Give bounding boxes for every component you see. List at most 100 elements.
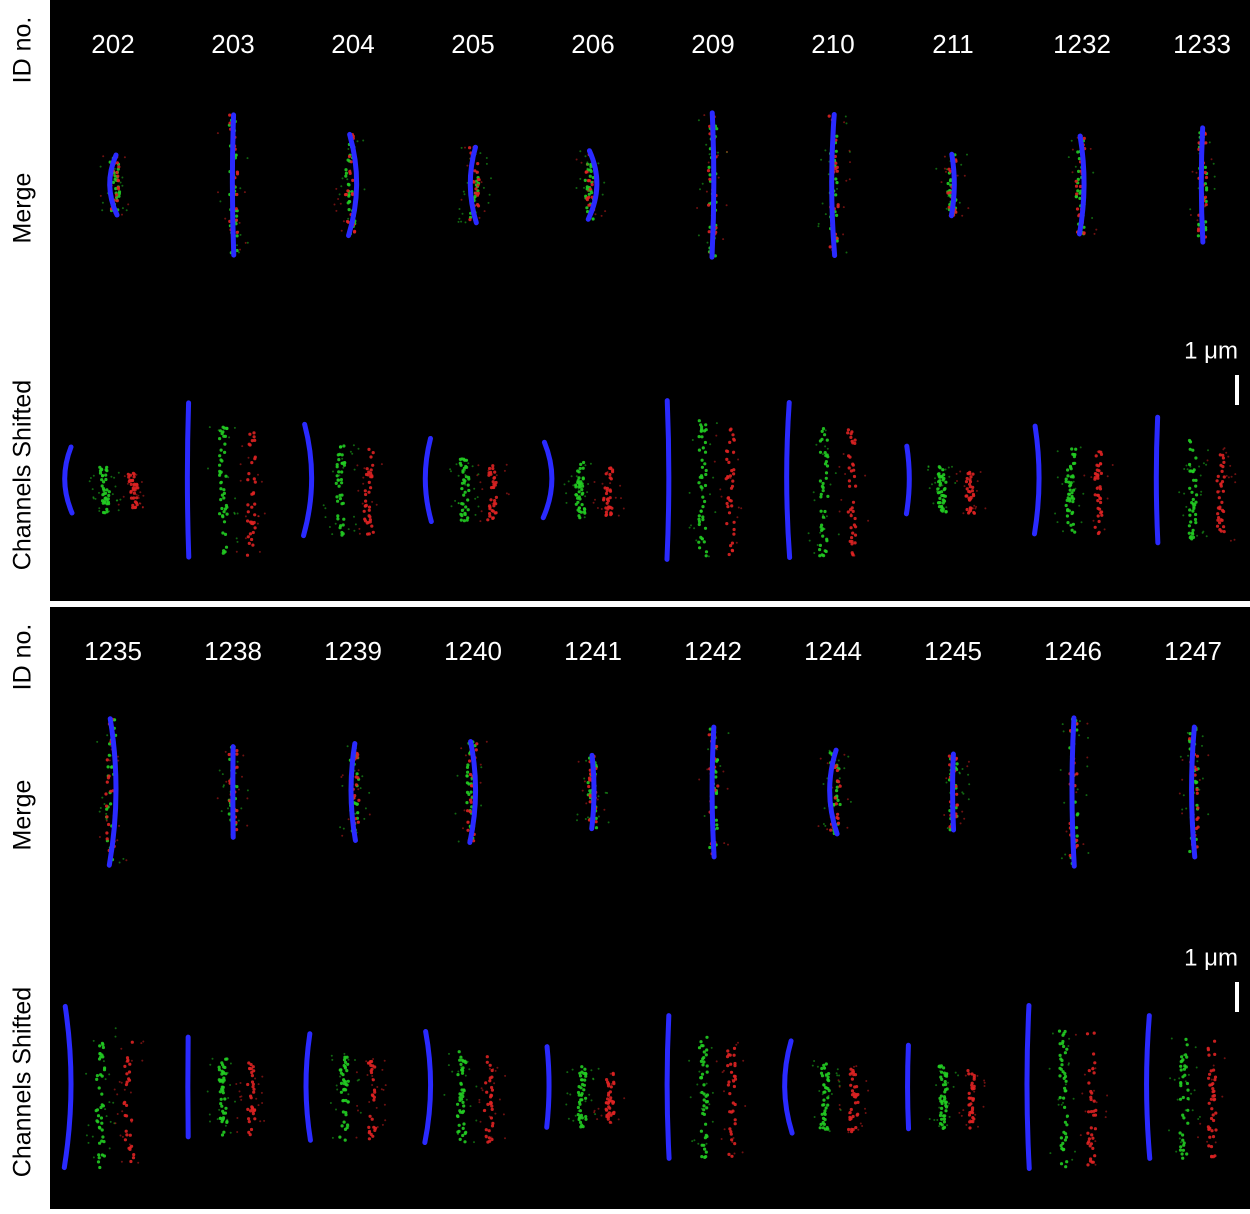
signal-dot [709,153,711,155]
signal-dot [458,1124,461,1127]
signal-dot [584,1097,587,1100]
signal-dot [849,1084,852,1087]
signal-dot [824,517,826,519]
signal-dot [809,540,811,542]
signal-dot [1084,1074,1086,1076]
signal-dot [103,1068,106,1071]
signal-dot [820,510,823,513]
signal-dot [104,497,107,500]
signal-dot [607,1118,610,1121]
signal-dot [1073,453,1076,456]
signal-dot [458,475,460,477]
signal-dot [1078,734,1080,736]
signal-dot [940,1095,943,1098]
signal-dot [577,476,580,479]
signal-dot [731,485,734,488]
signal-dot [949,179,952,182]
signal-dot [105,815,108,818]
blue-signal [187,403,188,557]
signal-dot [853,442,856,445]
signal-dot [119,1081,121,1083]
signal-dot [487,470,489,472]
signal-dot [335,210,337,212]
signal-dot [85,1073,87,1075]
signal-dot [236,244,238,246]
signal-dot [464,484,466,486]
signal-dot [239,187,241,189]
signal-dot [948,467,950,469]
signal-dot [466,498,469,501]
signal-dot [110,476,112,478]
signal-dot [342,444,345,447]
signal-dot [594,499,596,501]
signal-dot [346,1126,349,1129]
signal-dot [227,1097,229,1099]
signal-dot [855,1094,857,1096]
signal-dot [1179,1149,1182,1152]
signal-dot [1214,1128,1217,1131]
signal-dot [339,445,342,448]
signal-dot [466,791,469,794]
signal-dot [251,439,254,442]
blue-signal [908,1045,909,1128]
signal-dot [940,1118,943,1121]
signal-dot [1188,463,1191,466]
signal-dot [960,164,962,166]
signal-dot [970,507,973,510]
signal-dot [837,822,840,825]
signal-dot [140,1042,142,1044]
signal-dot [371,501,373,503]
signal-dot [130,1092,132,1094]
signal-dot [108,1073,110,1075]
signal-dot [218,1068,221,1071]
signal-dot [209,426,211,428]
signal-dot [1216,512,1219,515]
signal-dot [354,1059,356,1061]
signal-dot [218,1109,220,1111]
signal-dot [343,1053,345,1055]
signal-dot [102,480,105,483]
signal-dot [688,1060,690,1062]
signal-dot [928,466,930,468]
signal-dot [86,1134,88,1136]
signal-dot [568,1118,570,1120]
signal-dot [851,440,854,443]
signal-dot [343,1064,346,1067]
id-label: 1244 [804,636,862,666]
signal-dot [1092,1052,1095,1055]
signal-dot [230,1132,232,1134]
signal-dot [819,439,822,442]
signal-dot [356,811,359,814]
signal-dot [339,524,342,527]
signal-dot [1058,1067,1061,1070]
signal-dot [131,506,134,509]
signal-dot [700,1092,702,1094]
signal-dot [499,1099,501,1101]
signal-dot [356,753,359,756]
signal-dot [340,1091,343,1094]
signal-dot [847,798,849,800]
signal-dot [947,827,949,829]
signal-dot [852,1070,855,1073]
signal-dot [225,1125,227,1127]
signal-dot [814,1116,816,1118]
id-label: 209 [691,29,734,59]
signal-dot [92,1136,94,1138]
signal-dot [1218,507,1221,510]
signal-dot [1207,1144,1210,1147]
signal-dot [1207,1048,1210,1051]
signal-dot [689,527,691,529]
signal-dot [1064,1051,1067,1054]
signal-dot [384,1104,386,1106]
signal-dot [467,476,470,479]
signal-dot [367,1074,369,1076]
signal-dot [254,456,257,459]
signal-dot [835,472,837,474]
signal-dot [569,1094,571,1096]
signal-dot [376,504,378,506]
signal-dot [356,464,358,466]
signal-dot [1080,1134,1082,1136]
signal-dot [829,245,832,248]
signal-dot [584,780,586,782]
signal-dot [820,1072,823,1075]
